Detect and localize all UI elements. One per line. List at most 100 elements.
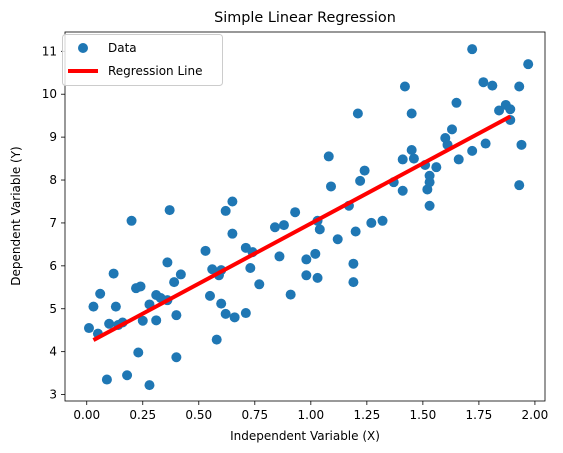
data-point bbox=[108, 268, 119, 279]
data-point bbox=[301, 270, 312, 281]
x-tick-label: 0.50 bbox=[185, 408, 212, 422]
data-point bbox=[352, 108, 363, 119]
data-point bbox=[171, 310, 182, 321]
data-point bbox=[220, 205, 231, 216]
data-point bbox=[245, 262, 256, 273]
data-point bbox=[290, 207, 301, 218]
data-point bbox=[104, 318, 115, 329]
data-point bbox=[514, 180, 525, 191]
data-point bbox=[162, 257, 173, 268]
data-point bbox=[301, 254, 312, 265]
data-point bbox=[325, 181, 336, 192]
data-point bbox=[216, 298, 227, 309]
data-point bbox=[175, 269, 186, 280]
x-tick-label: 1.00 bbox=[297, 408, 324, 422]
data-point bbox=[144, 380, 155, 391]
legend: Data Regression Line bbox=[62, 34, 223, 86]
data-point bbox=[254, 279, 265, 290]
plot-frame bbox=[64, 31, 546, 402]
x-tick-label: 0.75 bbox=[241, 408, 268, 422]
regression-line bbox=[92, 114, 512, 342]
data-point bbox=[377, 215, 388, 226]
y-axis-label: Dependent Variable (Y) bbox=[9, 146, 23, 285]
data-point bbox=[348, 258, 359, 269]
data-point bbox=[399, 81, 410, 92]
data-point bbox=[397, 154, 408, 165]
data-point bbox=[314, 224, 325, 235]
x-tick-label: 0.00 bbox=[73, 408, 100, 422]
data-point bbox=[424, 200, 435, 211]
data-point bbox=[467, 44, 478, 55]
data-point bbox=[135, 281, 146, 292]
data-point bbox=[355, 175, 366, 186]
data-point bbox=[240, 308, 251, 319]
y-tick-label: 11 bbox=[42, 44, 57, 58]
plot-area: 0.00 0.25 0.50 0.75 1.00 1.25 1.50 1.75 2.00 3 4 5… bbox=[42, 31, 548, 422]
data-point bbox=[122, 370, 133, 381]
data-point bbox=[406, 144, 417, 155]
x-tick-label: 1.50 bbox=[410, 408, 437, 422]
data-point bbox=[211, 334, 222, 345]
data-point bbox=[204, 290, 215, 301]
data-point bbox=[83, 323, 94, 334]
x-tick-label: 1.75 bbox=[466, 408, 493, 422]
y-tick-label: 5 bbox=[49, 302, 57, 316]
data-point bbox=[269, 222, 280, 233]
data-point bbox=[310, 248, 321, 259]
data-point bbox=[523, 59, 534, 70]
data-point bbox=[359, 165, 370, 176]
chart-title: Simple Linear Regression bbox=[214, 10, 396, 26]
data-point bbox=[133, 347, 144, 358]
data-point bbox=[278, 220, 289, 231]
data-point bbox=[453, 154, 464, 165]
y-tick-label: 7 bbox=[49, 216, 57, 230]
data-point bbox=[220, 308, 231, 319]
data-point bbox=[229, 312, 240, 323]
data-point bbox=[447, 124, 458, 135]
y-tick-label: 9 bbox=[49, 130, 57, 144]
data-point bbox=[516, 139, 527, 150]
data-point bbox=[151, 315, 162, 326]
data-point bbox=[514, 81, 525, 92]
data-point bbox=[227, 196, 238, 207]
data-point bbox=[366, 217, 377, 228]
data-point bbox=[406, 108, 417, 119]
data-point bbox=[408, 153, 419, 164]
data-point bbox=[88, 301, 99, 312]
data-point bbox=[478, 77, 489, 88]
data-point bbox=[397, 185, 408, 196]
regression-line-group bbox=[92, 114, 512, 342]
data-point bbox=[494, 105, 505, 116]
data-point bbox=[274, 251, 285, 262]
data-point bbox=[350, 226, 361, 237]
data-point bbox=[332, 234, 343, 245]
x-tick-label: 1.25 bbox=[353, 408, 380, 422]
data-point bbox=[101, 374, 112, 385]
data-point bbox=[137, 315, 148, 326]
data-point bbox=[164, 205, 175, 216]
data-point bbox=[424, 170, 435, 181]
data-point bbox=[505, 104, 516, 115]
data-point bbox=[323, 151, 334, 162]
data-point bbox=[348, 277, 359, 288]
data-point bbox=[285, 289, 296, 300]
legend-box bbox=[62, 34, 223, 86]
y-tick-label: 8 bbox=[49, 173, 57, 187]
x-axis-ticks: 0.00 0.25 0.50 0.75 1.00 1.25 1.50 1.75 2.00 bbox=[73, 401, 548, 422]
y-tick-label: 10 bbox=[42, 87, 57, 101]
data-point bbox=[487, 80, 498, 91]
legend-data-marker bbox=[78, 43, 88, 53]
legend-data-label: Data bbox=[108, 41, 137, 55]
y-axis-ticks: 3 4 5 6 7 8 9 10 11 bbox=[42, 44, 65, 402]
x-tick-label: 0.25 bbox=[129, 408, 156, 422]
x-tick-label: 2.00 bbox=[522, 408, 549, 422]
data-point bbox=[171, 352, 182, 363]
data-point bbox=[312, 272, 323, 283]
y-tick-label: 4 bbox=[49, 345, 57, 359]
data-point bbox=[451, 97, 462, 108]
data-point bbox=[480, 138, 491, 149]
data-point bbox=[169, 277, 180, 288]
data-point bbox=[431, 162, 442, 173]
x-axis-label: Independent Variable (X) bbox=[230, 429, 380, 443]
